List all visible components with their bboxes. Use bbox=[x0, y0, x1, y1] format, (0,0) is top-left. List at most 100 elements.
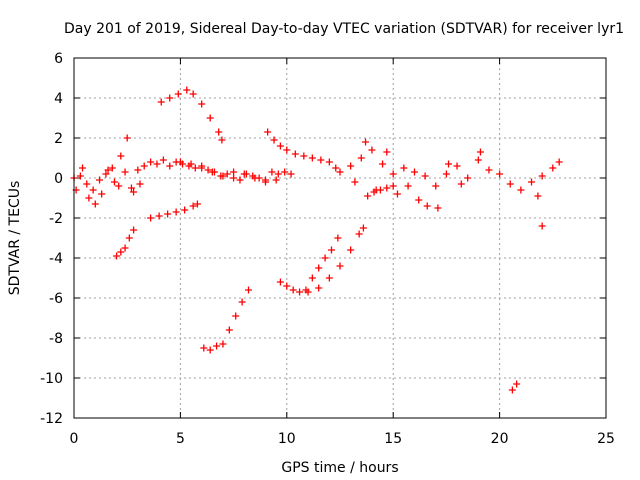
data-point bbox=[410, 168, 418, 176]
data-point bbox=[270, 136, 278, 144]
y-tick-label: -12 bbox=[40, 411, 63, 427]
x-tick-label: 20 bbox=[491, 431, 509, 447]
data-point bbox=[121, 168, 129, 176]
plot-frame bbox=[73, 57, 607, 419]
data-point bbox=[421, 172, 429, 180]
data-point bbox=[368, 146, 376, 154]
data-point bbox=[359, 224, 367, 232]
series-segment-13-15 bbox=[364, 182, 397, 200]
data-point bbox=[206, 346, 214, 354]
data-point bbox=[351, 178, 359, 186]
data-point bbox=[276, 142, 284, 150]
data-point bbox=[404, 182, 412, 190]
data-point bbox=[79, 164, 87, 172]
data-point bbox=[474, 156, 482, 164]
data-point bbox=[136, 180, 144, 188]
data-point bbox=[517, 186, 525, 194]
data-point bbox=[191, 164, 199, 172]
data-point bbox=[549, 164, 557, 172]
data-point bbox=[355, 230, 363, 238]
data-point bbox=[304, 288, 312, 296]
data-point bbox=[383, 148, 391, 156]
data-point bbox=[236, 176, 244, 184]
series-rise-to-minus2.5 bbox=[304, 224, 367, 296]
y-tick-label: 0 bbox=[54, 171, 63, 187]
data-point bbox=[393, 190, 401, 198]
data-point bbox=[506, 180, 514, 188]
data-point bbox=[176, 158, 184, 166]
data-point bbox=[147, 214, 155, 222]
data-point bbox=[423, 202, 431, 210]
data-point bbox=[400, 164, 408, 172]
data-point bbox=[538, 172, 546, 180]
y-tick-label: -8 bbox=[49, 331, 63, 347]
series-baseline-spread bbox=[72, 134, 144, 208]
data-point bbox=[230, 174, 238, 182]
data-points bbox=[70, 86, 563, 394]
data-point bbox=[291, 150, 299, 158]
data-point bbox=[96, 176, 104, 184]
x-tick-label: 10 bbox=[278, 431, 296, 447]
y-tick-label: -4 bbox=[49, 251, 63, 267]
data-point bbox=[476, 148, 484, 156]
y-tick-label: -10 bbox=[40, 371, 63, 387]
series-segment-minus2 bbox=[147, 200, 201, 222]
data-point bbox=[445, 160, 453, 168]
data-point bbox=[153, 160, 161, 168]
series-dense-spread bbox=[351, 138, 546, 230]
data-point bbox=[232, 312, 240, 320]
y-tick-label: -2 bbox=[49, 211, 63, 227]
data-point bbox=[189, 90, 197, 98]
y-tick-label: 6 bbox=[54, 51, 63, 67]
data-point bbox=[204, 166, 212, 174]
data-point bbox=[166, 94, 174, 102]
y-axis-label: SDTVAR / TECUs bbox=[7, 181, 23, 296]
data-point bbox=[164, 210, 172, 218]
data-point bbox=[334, 234, 342, 242]
data-point bbox=[264, 128, 272, 136]
data-point bbox=[327, 246, 335, 254]
data-point bbox=[308, 274, 316, 282]
data-point bbox=[251, 174, 259, 182]
data-point bbox=[183, 86, 191, 94]
data-point bbox=[325, 158, 333, 166]
data-point bbox=[85, 194, 93, 202]
data-point bbox=[110, 178, 118, 186]
data-point bbox=[117, 248, 125, 256]
y-tick-label: -6 bbox=[49, 291, 63, 307]
data-point bbox=[134, 166, 142, 174]
data-point bbox=[276, 278, 284, 286]
data-point bbox=[166, 162, 174, 170]
data-point bbox=[485, 166, 493, 174]
data-point bbox=[91, 200, 99, 208]
data-point bbox=[336, 262, 344, 270]
data-point bbox=[193, 200, 201, 208]
data-point bbox=[174, 90, 182, 98]
data-point bbox=[274, 170, 282, 178]
data-point bbox=[308, 154, 316, 162]
series-baseline bbox=[70, 156, 295, 194]
data-point bbox=[357, 154, 365, 162]
data-point bbox=[325, 274, 333, 282]
data-point bbox=[555, 158, 563, 166]
data-point bbox=[268, 168, 276, 176]
data-point bbox=[147, 158, 155, 166]
data-point bbox=[315, 284, 323, 292]
data-point bbox=[223, 170, 231, 178]
series-descending-arc bbox=[176, 158, 280, 186]
data-point bbox=[187, 160, 195, 168]
x-tick-label: 25 bbox=[597, 431, 615, 447]
data-point bbox=[379, 160, 387, 168]
data-point bbox=[442, 170, 450, 178]
data-point bbox=[415, 196, 423, 204]
data-point bbox=[283, 282, 291, 290]
data-point bbox=[434, 204, 442, 212]
data-point bbox=[496, 170, 504, 178]
data-point bbox=[157, 98, 165, 106]
data-point bbox=[289, 286, 297, 294]
data-point bbox=[113, 252, 121, 260]
data-point bbox=[98, 190, 106, 198]
data-point bbox=[123, 134, 131, 142]
data-point bbox=[347, 246, 355, 254]
data-point bbox=[215, 128, 223, 136]
